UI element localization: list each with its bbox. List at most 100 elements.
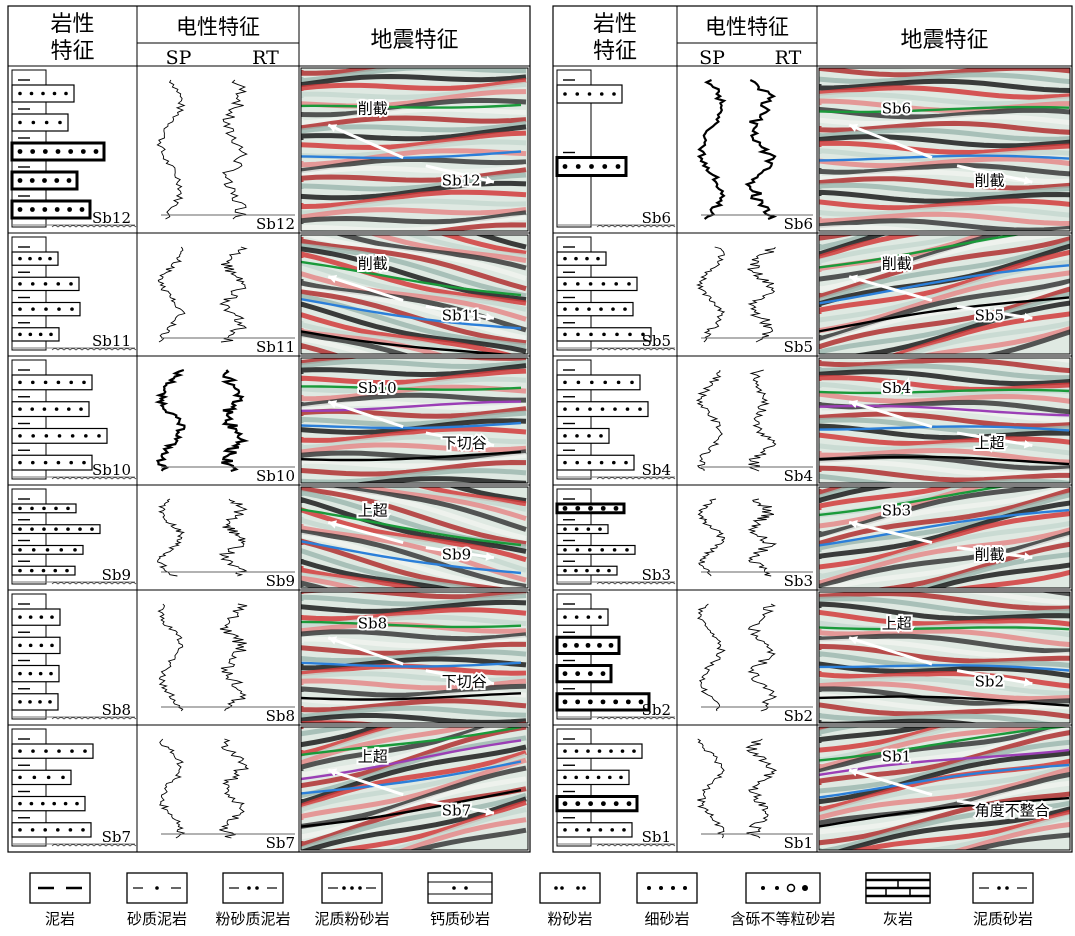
curve-boundary-label: Sb4 — [784, 467, 813, 485]
rt-curve — [747, 246, 776, 343]
legend-swatch-8 — [745, 872, 821, 904]
arrow-icon — [849, 636, 858, 645]
lithology-column-Sb6: Sb6 — [555, 69, 676, 228]
seismic-label-b: Sb9 — [442, 546, 471, 564]
header-lith-1: 岩性 — [50, 12, 94, 37]
sand-layer — [556, 454, 635, 471]
arrow-icon — [328, 124, 338, 133]
curve-boundary-label: Sb3 — [784, 572, 813, 590]
legend-swatch-4 — [321, 872, 383, 904]
sand-layer — [556, 608, 609, 626]
rt-curve — [748, 369, 777, 472]
header-lith-1: 岩性 — [593, 12, 637, 37]
seismic-panel-10: Sb3 削截 — [819, 487, 1070, 588]
sp-curve — [157, 498, 185, 577]
seismic-label-a: Sb1 — [882, 747, 911, 765]
log-curves-Sb12: Sb12 — [156, 79, 295, 233]
lith-boundary-label: Sb1 — [642, 828, 671, 846]
lith-boundary-label: Sb4 — [642, 461, 671, 479]
arrow-icon — [1023, 807, 1033, 817]
seismic-label-b: 削截 — [975, 171, 1005, 189]
seismic-label-a: Sb4 — [882, 379, 911, 397]
sand-layer — [556, 427, 610, 444]
legend-label-8: 含砾不等粒砂岩 — [730, 910, 836, 928]
sp-curve — [696, 79, 727, 220]
seismic-label-a: Sb10 — [358, 379, 397, 397]
legend-label-9: 灰岩 — [882, 910, 914, 928]
seismic-label-b: Sb7 — [442, 802, 471, 820]
seismic-label-a: 上超 — [358, 747, 388, 765]
arrow-icon — [485, 677, 494, 687]
sand-layer — [11, 401, 90, 418]
header-lith-2: 特征 — [593, 39, 637, 64]
rt-curve — [220, 369, 250, 473]
sand-layer — [11, 664, 60, 683]
seismic-label-a: 削截 — [882, 254, 912, 272]
rt-curve — [218, 498, 248, 577]
curve-boundary-label: Sb1 — [784, 834, 813, 852]
sand-layer — [556, 544, 636, 555]
sand-layer — [556, 374, 641, 391]
lith-boundary-label: Sb2 — [642, 701, 671, 719]
sp-curve — [695, 369, 723, 472]
seismic-label-b: 上超 — [975, 434, 1005, 452]
header-elec: 电性特征 — [176, 15, 260, 39]
log-curves-Sb6: Sb6 — [696, 79, 813, 233]
legend-swatch-9 — [865, 872, 931, 904]
log-curves-Sb8: Sb8 — [157, 603, 295, 725]
header-sp: SP — [699, 47, 725, 69]
sp-curve — [159, 738, 186, 839]
seismic-label-b: 下切谷 — [442, 434, 487, 452]
curve-boundary-label: Sb5 — [784, 338, 813, 356]
lithology-column-Sb1: Sb1 — [555, 728, 676, 847]
arrow-icon — [849, 274, 858, 283]
arrow-icon — [328, 274, 338, 284]
arrow-icon — [1023, 176, 1033, 185]
sand-layer — [11, 743, 94, 759]
curve-boundary-label: Sb11 — [256, 338, 295, 356]
sand-layer — [11, 374, 93, 391]
arrow-icon — [849, 399, 858, 409]
sand-layer — [11, 113, 69, 132]
legend-label-3: 粉砂质泥岩 — [215, 910, 291, 928]
lith-boundary-label: Sb11 — [92, 332, 131, 350]
seismic-label-b: Sb2 — [975, 672, 1004, 690]
arrow-icon — [1023, 678, 1033, 687]
sp-curve — [157, 246, 186, 343]
sand-layer — [555, 664, 613, 684]
arrow-icon — [849, 768, 858, 777]
rt-curve — [219, 246, 248, 343]
lith-boundary-label: Sb5 — [642, 332, 671, 350]
seismic-label-b: 角度不整合 — [975, 802, 1050, 820]
lithology-column-Sb8: Sb8 — [11, 593, 137, 720]
seismic-label-b: Sb5 — [975, 307, 1004, 325]
rt-curve — [744, 79, 778, 221]
arrow-icon — [485, 807, 494, 816]
header-rt: RT — [252, 47, 279, 69]
legend-swatch-3 — [222, 872, 284, 904]
log-curves-Sb1: Sb1 — [697, 738, 813, 852]
lithology-column-Sb7: Sb7 — [11, 728, 137, 847]
lithology-column-Sb4: Sb4 — [556, 359, 676, 480]
log-curves-Sb10: Sb10 — [154, 368, 295, 485]
log-curves-Sb2: Sb2 — [696, 603, 813, 725]
seismic-panel-1: 削截 Sb12 — [301, 68, 528, 231]
seismic-label-a: Sb3 — [882, 501, 911, 519]
legend-label-2: 砂质泥岩 — [126, 910, 188, 928]
legend-swatch-5 — [427, 872, 493, 904]
curve-boundary-label: Sb6 — [784, 215, 813, 233]
arrow-icon — [328, 768, 338, 777]
seismic-label-b: Sb12 — [442, 171, 481, 189]
legend-label-5: 钙质砂岩 — [429, 910, 491, 928]
seismic-label-a: 削截 — [358, 100, 388, 118]
arrow-icon — [485, 176, 494, 185]
sand-layer — [556, 276, 638, 292]
sand-layer — [11, 795, 86, 812]
seismic-label-b: Sb11 — [442, 307, 481, 325]
seismic-label-a: 削截 — [358, 254, 388, 272]
header-seis: 地震特征 — [900, 28, 988, 53]
arrow-icon — [1023, 312, 1033, 322]
lithology-column-Sb11: Sb11 — [11, 236, 137, 351]
header-rt: RT — [775, 47, 802, 69]
